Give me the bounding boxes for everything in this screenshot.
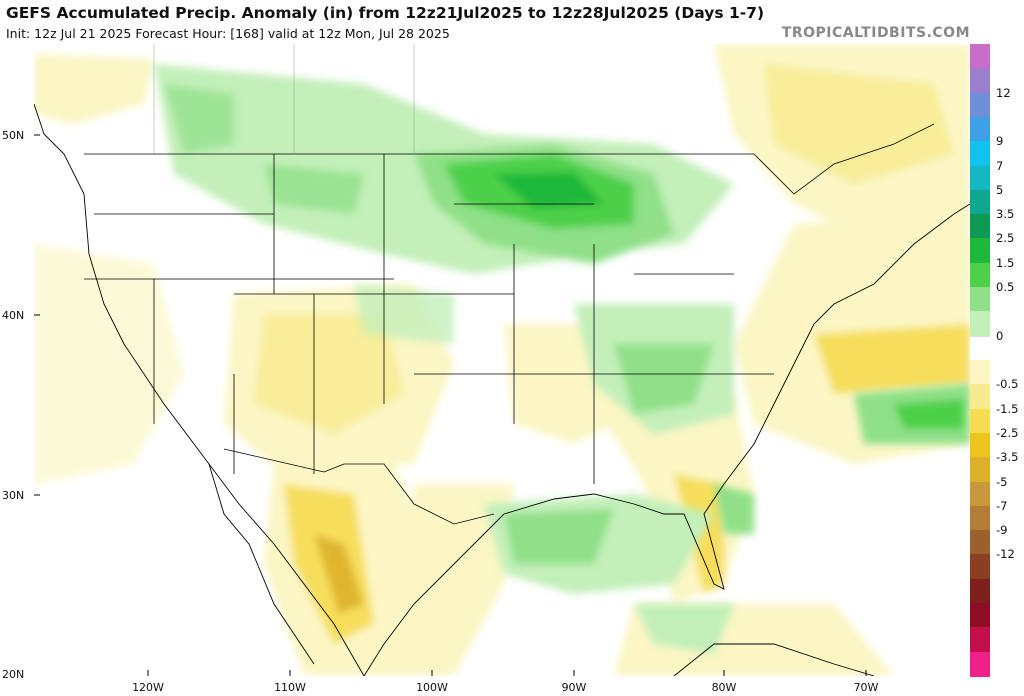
- colorbar-label: 0.5: [996, 280, 1015, 295]
- colorbar-swatch: [970, 238, 990, 264]
- colorbar-label: 1.5: [996, 255, 1015, 270]
- dry-anomaly-shading: [34, 44, 970, 676]
- colorbar-label: 3.5: [996, 207, 1015, 222]
- colorbar-swatch: [970, 603, 990, 629]
- lat-label: 30N: [2, 489, 25, 502]
- precip-anomaly-map: [34, 44, 970, 676]
- colorbar-label: -5: [996, 474, 1008, 489]
- colorbar-swatch: [970, 68, 990, 94]
- colorbar-swatch: [970, 214, 990, 240]
- colorbar-swatch: [970, 92, 990, 118]
- colorbar-swatch: [970, 408, 990, 434]
- map-title: GEFS Accumulated Precip. Anomaly (in) fr…: [6, 4, 765, 22]
- political-borders: [84, 123, 935, 525]
- colorbar-swatch: [970, 141, 990, 167]
- lon-label: 70W: [853, 681, 879, 694]
- lon-label: 110W: [274, 681, 306, 694]
- map-canvas: [34, 44, 970, 676]
- colorbar-legend: 12 9 7 5 3.5 2.5 1.5 0.5 0 -0.5 -1.5 -2.5 -3.5 -5 -7 -9…: [970, 44, 1024, 677]
- colorbar-swatch: [970, 578, 990, 604]
- colorbar-swatch: [970, 651, 990, 677]
- colorbar-label: 5: [996, 182, 1004, 197]
- colorbar-label: -1.5: [996, 401, 1019, 416]
- colorbar-swatch: [970, 554, 990, 580]
- colorbar-swatch: [970, 287, 990, 313]
- colorbar-swatch: [970, 530, 990, 556]
- colorbar-label: -2.5: [996, 425, 1019, 440]
- wet-anomaly-shading: [154, 64, 970, 654]
- colorbar-label: -3.5: [996, 450, 1019, 465]
- lat-label: 50N: [2, 129, 25, 142]
- colorbar-label: 2.5: [996, 231, 1015, 246]
- lon-label: 100W: [416, 681, 448, 694]
- lon-label: 80W: [711, 681, 737, 694]
- colorbar-label: 9: [996, 134, 1004, 149]
- canada-province-lines: [153, 44, 415, 154]
- longitude-axis: 120W 110W 100W 90W 80W 70W: [34, 676, 970, 696]
- colorbar-label: -0.5: [996, 377, 1019, 392]
- site-watermark: TROPICALTIDBITS.COM: [781, 25, 970, 41]
- map-subtitle: Init: 12z Jul 21 2025 Forecast Hour: [16…: [6, 26, 450, 41]
- lat-label: 40N: [2, 309, 25, 322]
- colorbar-swatch: [970, 335, 990, 363]
- colorbar-swatch: [970, 360, 990, 385]
- colorbar-swatch: [970, 116, 990, 142]
- colorbar-swatch: [970, 165, 990, 191]
- colorbar-label: -9: [996, 523, 1008, 538]
- colorbar-swatch: [970, 432, 990, 458]
- colorbar-label: 0: [996, 328, 1004, 343]
- colorbar-swatch: [970, 44, 990, 69]
- colorbar-swatch: [970, 189, 990, 215]
- lon-label: 120W: [132, 681, 164, 694]
- colorbar-swatch: [970, 262, 990, 288]
- colorbar-swatch: [970, 481, 990, 507]
- colorbar-label: 12: [996, 85, 1011, 100]
- lon-label: 90W: [561, 681, 587, 694]
- colorbar-swatch: [970, 627, 990, 653]
- colorbar-swatch: [970, 384, 990, 410]
- colorbar-label: -7: [996, 498, 1008, 513]
- coastlines: [34, 103, 970, 676]
- colorbar-swatch: [970, 311, 990, 337]
- axis-ticks: [34, 134, 867, 676]
- latitude-axis: 50N 40N 30N 20N: [0, 44, 34, 681]
- lat-label: 20N: [2, 668, 25, 681]
- colorbar-swatch: [970, 457, 990, 483]
- colorbar-label: -12: [996, 547, 1015, 562]
- colorbar-swatch: [970, 505, 990, 531]
- colorbar-label: 7: [996, 158, 1004, 173]
